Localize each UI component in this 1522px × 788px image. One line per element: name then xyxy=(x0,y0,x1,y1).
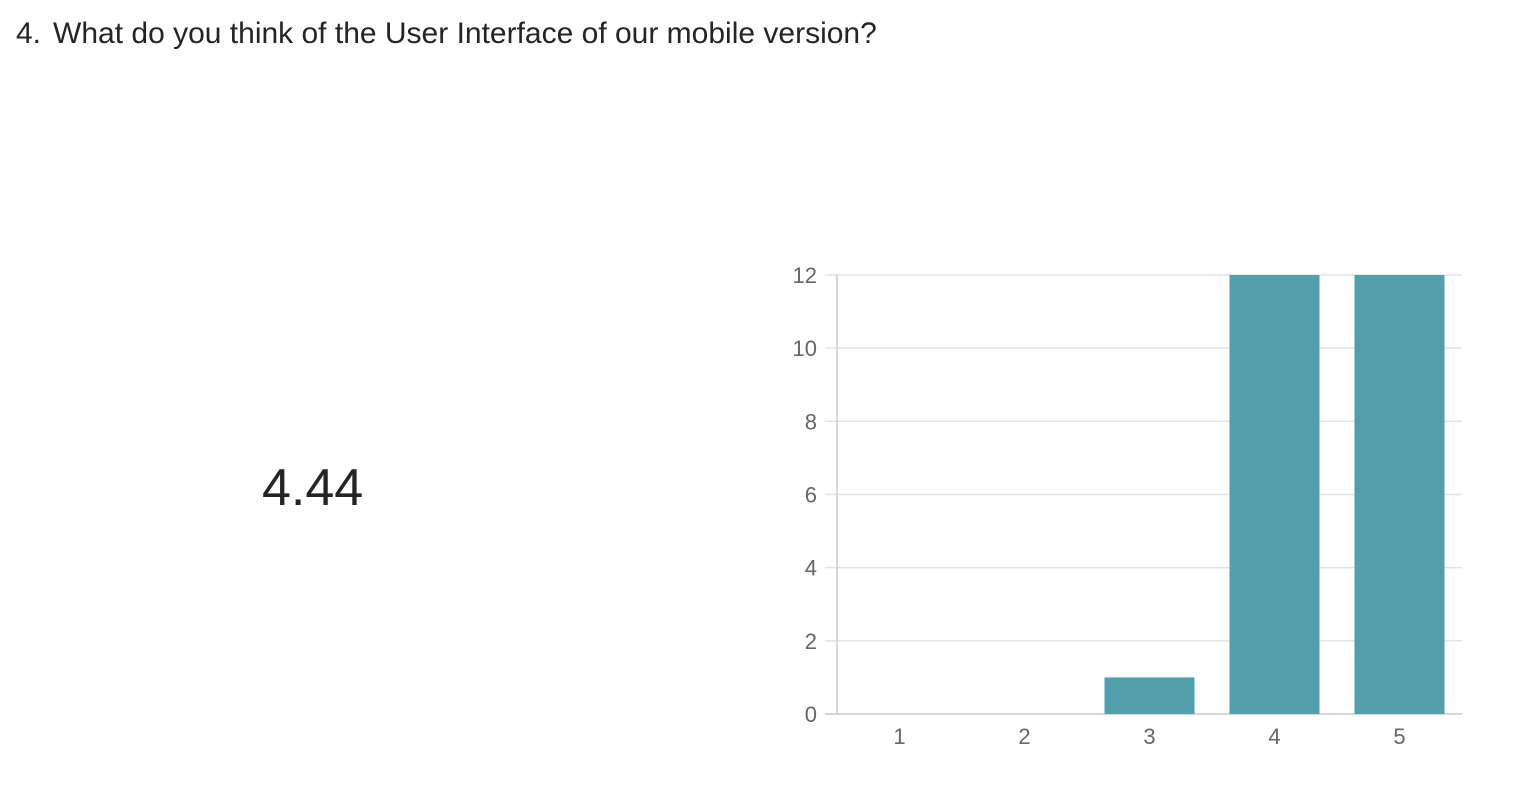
x-tick-label-3: 3 xyxy=(1143,724,1155,749)
x-tick-label-5: 5 xyxy=(1393,724,1405,749)
bar-4[interactable] xyxy=(1229,275,1320,714)
bar-3[interactable] xyxy=(1104,677,1195,714)
question-title: 4. What do you think of the User Interfac… xyxy=(16,14,877,54)
x-tick-label-4: 4 xyxy=(1268,724,1280,749)
question-number: 4. xyxy=(16,17,42,50)
y-tick-label-4: 4 xyxy=(805,556,817,581)
y-tick-label-2: 2 xyxy=(805,629,817,654)
y-tick-label-8: 8 xyxy=(805,409,817,434)
bar-5[interactable] xyxy=(1354,275,1445,714)
average-rating: 4.44 xyxy=(262,459,364,517)
y-tick-label-0: 0 xyxy=(805,702,817,727)
x-tick-label-2: 2 xyxy=(1018,724,1030,749)
y-tick-label-6: 6 xyxy=(805,483,817,508)
question-text: What do you think of the User Interface … xyxy=(53,17,877,50)
y-tick-label-12: 12 xyxy=(793,263,817,288)
y-tick-label-10: 10 xyxy=(793,336,817,361)
x-tick-label-1: 1 xyxy=(893,724,905,749)
